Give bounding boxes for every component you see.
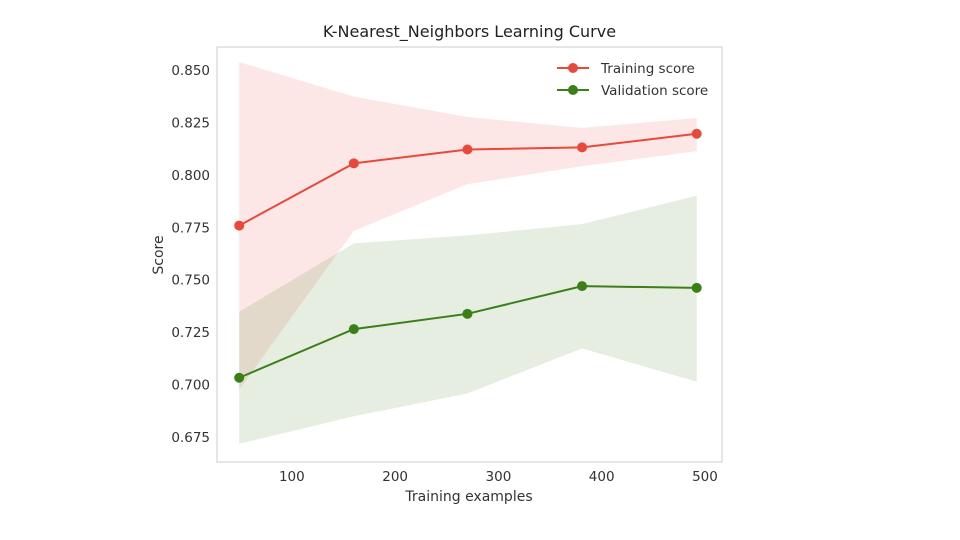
legend-swatch-marker	[568, 85, 578, 95]
y-axis-ticks: 0.675 0.700 0.725 0.750 0.775 0.800 0.825 0.850	[171, 63, 210, 446]
y-tick-label: 0.775	[171, 220, 210, 236]
y-tick-label: 0.725	[171, 325, 210, 341]
validation-score-point	[348, 324, 359, 335]
y-tick-label: 0.825	[171, 115, 210, 131]
validation-score-point	[462, 308, 473, 319]
x-tick-label: 100	[279, 469, 305, 485]
validation-score-point	[234, 372, 245, 383]
confidence-bands	[239, 62, 697, 444]
y-tick-label: 0.700	[171, 377, 210, 393]
legend-label: Training score	[600, 61, 695, 77]
y-tick-label: 0.800	[171, 168, 210, 184]
training-score-point	[577, 142, 588, 153]
y-tick-label: 0.750	[171, 273, 210, 289]
legend-swatch-marker	[568, 63, 578, 73]
validation-score-band	[239, 195, 697, 444]
x-tick-label: 200	[382, 469, 408, 485]
training-score-point	[234, 220, 245, 231]
training-score-point	[691, 128, 702, 139]
chart-title: K-Nearest_Neighbors Learning Curve	[323, 22, 616, 42]
training-score-point	[348, 158, 359, 169]
validation-score-point	[691, 282, 702, 293]
score-lines	[234, 128, 702, 383]
x-tick-label: 500	[692, 469, 718, 485]
y-tick-label: 0.850	[171, 63, 210, 79]
x-axis-ticks: 100 200 300 400 500	[279, 469, 718, 485]
x-tick-label: 300	[486, 469, 512, 485]
legend-label: Validation score	[601, 83, 708, 99]
plot-frame	[216, 46, 723, 463]
validation-score-point	[577, 281, 588, 292]
training-score-point	[462, 144, 473, 155]
y-axis-label: Score	[151, 235, 167, 274]
x-axis-label: Training examples	[404, 489, 532, 505]
legend: Training score Validation score	[557, 61, 708, 99]
y-tick-label: 0.675	[171, 430, 210, 446]
x-tick-label: 400	[589, 469, 615, 485]
